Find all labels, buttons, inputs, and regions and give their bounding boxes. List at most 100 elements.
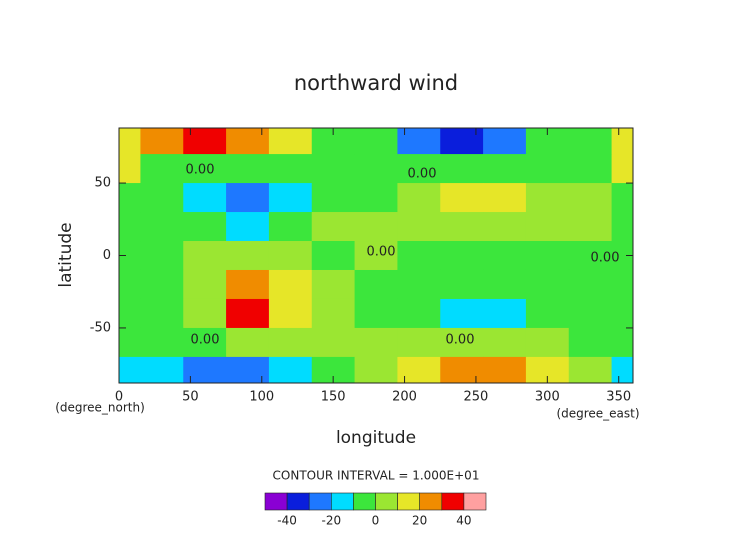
contour-cell: [568, 154, 613, 184]
x-tick-label: 250: [464, 390, 489, 405]
contour-cell: [611, 128, 633, 155]
contour-cell: [525, 269, 570, 300]
contour-cell: [611, 183, 633, 213]
contour-cell: [311, 183, 356, 213]
contour-cell: [483, 327, 527, 358]
contour-cell: [226, 241, 270, 271]
contour-label: 0.00: [446, 333, 475, 348]
contour-cell: [268, 356, 313, 383]
contour-cell: [525, 298, 570, 329]
y-axis-label: latitude: [56, 222, 76, 287]
contour-cell: [354, 183, 398, 213]
contour-cell: [611, 269, 633, 300]
y-tick-label: 0: [103, 248, 111, 263]
contour-cell: [226, 327, 270, 358]
colorbar-box: [308, 492, 332, 511]
contour-cell: [183, 269, 227, 300]
contour-label: 0.00: [186, 163, 215, 178]
x-tick-label: 100: [249, 390, 274, 405]
contour-cell: [440, 356, 484, 383]
colorbar-box: [353, 492, 376, 511]
x-tick-label: 0: [115, 390, 123, 405]
contour-cell: [354, 154, 398, 184]
contour-cell: [611, 327, 633, 358]
contour-cell: [226, 183, 270, 213]
contour-cell: [397, 212, 441, 242]
x-unit: (degree_east): [556, 407, 639, 421]
y-tick-label: -50: [90, 320, 111, 335]
contour-cell: [611, 212, 633, 242]
contour-cell: [440, 212, 484, 242]
contour-cell: [525, 241, 570, 271]
contour-cell: [119, 269, 141, 300]
contour-cell: [268, 298, 313, 329]
contour-cell: [397, 327, 441, 358]
contour-cell: [611, 356, 633, 383]
x-tick-label: 300: [535, 390, 560, 405]
contour-cell: [140, 183, 184, 213]
contour-cell: [568, 327, 613, 358]
contour-cell: [483, 128, 527, 155]
contour-cell: [183, 212, 227, 242]
contour-cell: [268, 183, 313, 213]
contour-cell: [611, 241, 633, 271]
contour-cell: [483, 356, 527, 383]
contour-cell: [311, 269, 356, 300]
contour-cell: [440, 269, 484, 300]
contour-cell: [354, 269, 398, 300]
contour-cell: [183, 356, 227, 383]
contour-cell: [354, 356, 398, 383]
field: [119, 128, 633, 383]
contour-cell: [440, 183, 484, 213]
contour-cell: [140, 356, 184, 383]
contour-label: 0.00: [408, 167, 437, 182]
colorbar-box: [419, 492, 443, 511]
contour-cell: [568, 212, 613, 242]
colorbar-box: [286, 492, 310, 511]
contour-cell: [397, 269, 441, 300]
contour-cell: [397, 298, 441, 329]
x-axis-label: longitude: [336, 428, 416, 448]
contour-cell: [311, 154, 356, 184]
contour-cell: [611, 298, 633, 329]
contour-label: 0.00: [591, 251, 620, 266]
contour-cell: [183, 154, 227, 184]
contour-cell: [483, 154, 527, 184]
contour-cell: [397, 154, 441, 184]
contour-interval: CONTOUR INTERVAL = 1.000E+01: [273, 469, 480, 483]
contour-cell: [483, 241, 527, 271]
contour-label: 0.00: [191, 333, 220, 348]
contour-cell: [311, 327, 356, 358]
contour-cell: [140, 269, 184, 300]
contour-cell: [483, 298, 527, 329]
contour-cell: [119, 212, 141, 242]
contour-cell: [119, 327, 141, 358]
contour-cell: [226, 128, 270, 155]
contour-cell: [354, 128, 398, 155]
contour-cell: [268, 241, 313, 271]
contour-cell: [397, 241, 441, 271]
x-tick-label: 350: [606, 390, 631, 405]
x-tick-label: 50: [182, 390, 199, 405]
contour-cell: [140, 212, 184, 242]
contour-cell: [183, 298, 227, 329]
contour-cell: [311, 212, 356, 242]
contour-cell: [568, 241, 613, 271]
y-tick-label: 50: [94, 176, 111, 191]
contour-cell: [397, 128, 441, 155]
contour-cell: [568, 356, 613, 383]
contour-cell: [568, 298, 613, 329]
contour-cell: [268, 269, 313, 300]
contour-cell: [119, 298, 141, 329]
y-unit: (degree_north): [55, 401, 145, 415]
colorbar-box: [375, 492, 398, 511]
contour-cell: [311, 298, 356, 329]
chart-title: northward wind: [294, 71, 458, 95]
contour-cell: [440, 128, 484, 155]
colorbar-box: [264, 492, 288, 511]
contour-cell: [183, 327, 227, 358]
contour-cell: [226, 212, 270, 242]
contour-cell: [440, 241, 484, 271]
x-tick-label: 150: [321, 390, 346, 405]
contour-cell: [268, 128, 313, 155]
